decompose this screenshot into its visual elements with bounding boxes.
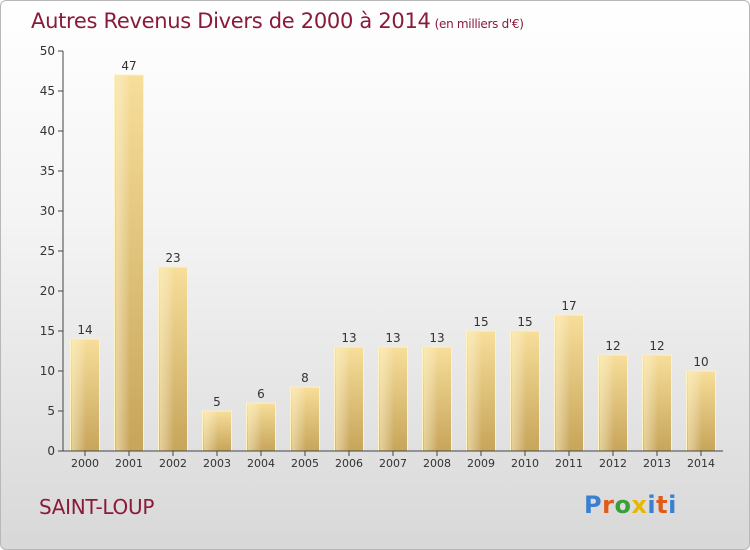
chart-title-text: Autres Revenus Divers de 2000 à 2014 [31, 9, 431, 33]
x-axis: 2000 2001 2002 2003 2004 2005 2006 2007 2008 2009… [63, 450, 723, 470]
bar-value-label: 17 [561, 299, 576, 313]
bar-value-label: 13 [341, 331, 356, 345]
x-tick-label: 2009 [467, 457, 495, 470]
bar-highlight [643, 356, 658, 451]
bar-value-label: 15 [517, 315, 532, 329]
bar-value-label: 6 [257, 387, 265, 401]
bar-value-label: 15 [473, 315, 488, 329]
x-tick-label: 2001 [115, 457, 143, 470]
x-tick-label: 2008 [423, 457, 451, 470]
y-tick-label: 0 [47, 444, 55, 458]
bars: 14 47 23 5 6 8 13 13 13 15 15 17 12 12 10 [70, 59, 716, 452]
chart-title: Autres Revenus Divers de 2000 à 2014 (en … [31, 9, 524, 33]
bar-highlight [335, 348, 350, 451]
town-label: SAINT-LOUP [39, 495, 155, 519]
x-tick-label: 2005 [291, 457, 319, 470]
y-tick-label: 35 [40, 164, 55, 178]
bar-highlight [423, 348, 438, 451]
bar-highlight [159, 268, 174, 451]
y-axis: 0 5 10 15 20 25 30 35 40 45 50 [40, 44, 64, 458]
x-tick-label: 2012 [599, 457, 627, 470]
y-tick-label: 30 [40, 204, 55, 218]
proxiti-logo: Proxiti [584, 491, 677, 519]
bar-value-label: 10 [693, 355, 708, 369]
x-tick-label: 2007 [379, 457, 407, 470]
bar-value-label: 47 [121, 59, 136, 73]
x-tick-label: 2002 [159, 457, 187, 470]
bar-highlight [467, 332, 482, 451]
x-tick-label: 2006 [335, 457, 363, 470]
bar-highlight [203, 412, 218, 451]
bar-highlight [71, 340, 86, 451]
y-tick-label: 10 [40, 364, 55, 378]
x-tick-label: 2011 [555, 457, 583, 470]
x-tick-label: 2014 [687, 457, 715, 470]
bar-value-label: 23 [165, 251, 180, 265]
bar-value-label: 8 [301, 371, 309, 385]
bar-highlight [291, 388, 306, 451]
bar-highlight [511, 332, 526, 451]
bar-highlight [687, 372, 702, 451]
bar-value-label: 12 [649, 339, 664, 353]
bar-value-label: 13 [385, 331, 400, 345]
bar-highlight [115, 76, 130, 451]
y-tick-label: 45 [40, 84, 55, 98]
x-tick-label: 2013 [643, 457, 671, 470]
x-tick-label: 2004 [247, 457, 275, 470]
y-tick-label: 25 [40, 244, 55, 258]
bar-highlight [599, 356, 614, 451]
chart-subtitle: (en milliers d'€) [434, 17, 524, 31]
y-tick-label: 50 [40, 44, 55, 58]
y-tick-label: 20 [40, 284, 55, 298]
x-tick-label: 2010 [511, 457, 539, 470]
bar-value-label: 13 [429, 331, 444, 345]
x-tick-label: 2003 [203, 457, 231, 470]
bar-value-label: 12 [605, 339, 620, 353]
y-tick-label: 40 [40, 124, 55, 138]
bar-value-label: 5 [213, 395, 221, 409]
bar-highlight [555, 316, 570, 451]
bar-highlight [247, 404, 262, 451]
bar-highlight [379, 348, 394, 451]
y-tick-label: 5 [47, 404, 55, 418]
y-tick-label: 15 [40, 324, 55, 338]
x-tick-label: 2000 [71, 457, 99, 470]
bar-value-label: 14 [77, 323, 92, 337]
